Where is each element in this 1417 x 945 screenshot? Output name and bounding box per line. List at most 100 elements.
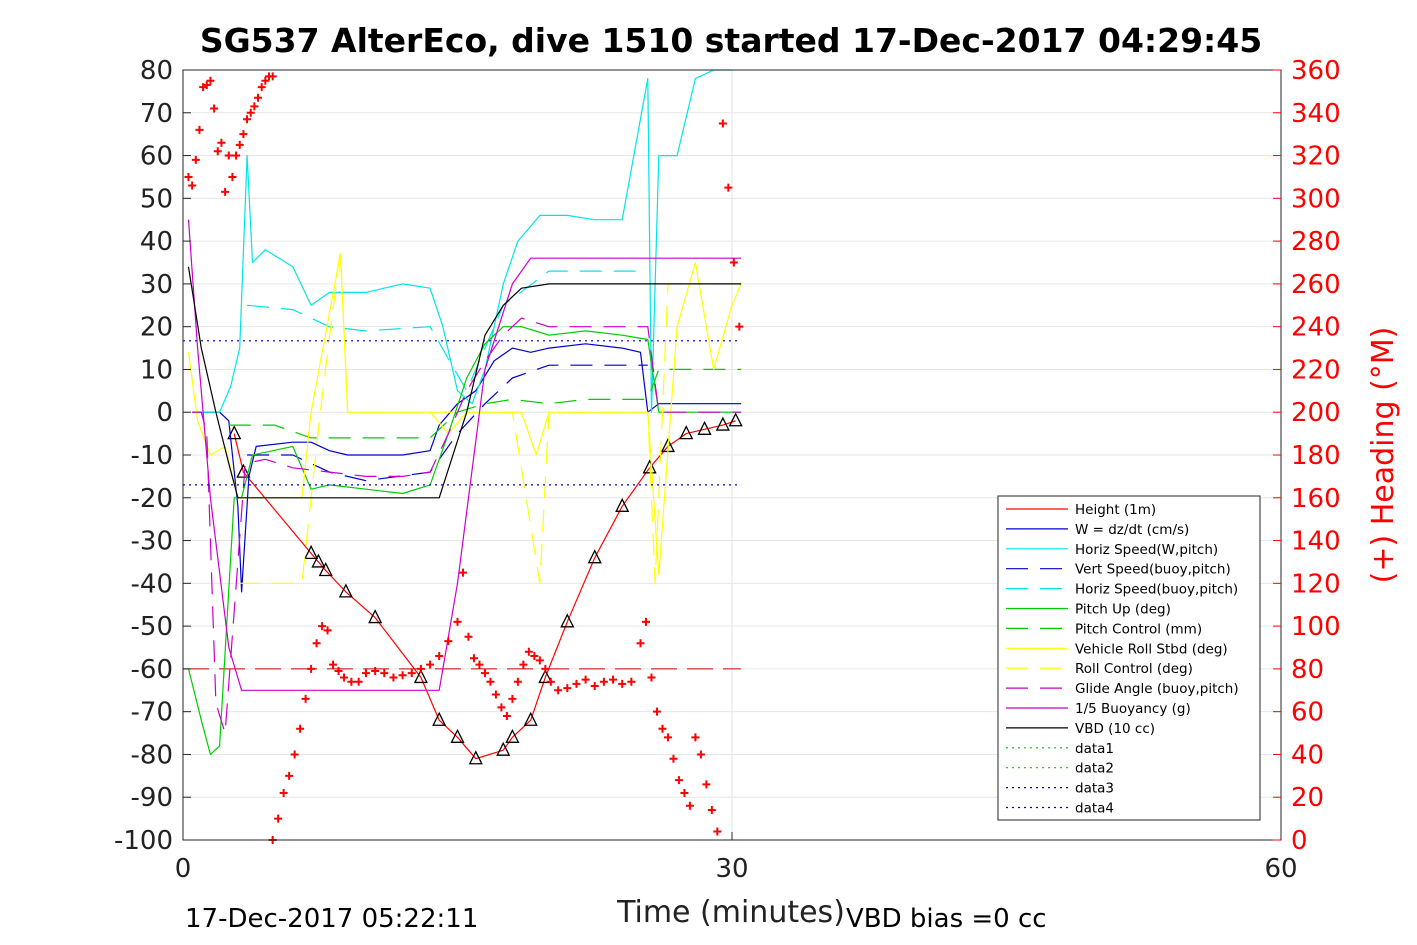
heading-point-65 (535, 656, 544, 665)
heading-point-90 (707, 806, 716, 815)
heading-point-54 (475, 660, 484, 669)
y-tick-label-13: -50 (131, 612, 173, 642)
heading-point-39 (354, 677, 363, 686)
heading-point-68 (554, 686, 563, 695)
heading-point-33 (318, 622, 327, 631)
heading-point-16 (243, 115, 252, 124)
heading-point-45 (407, 669, 416, 678)
series-line-3 (247, 364, 648, 482)
series-0-marker-12 (505, 728, 520, 743)
heading-point-1 (188, 181, 197, 190)
y2-tick-label-18: 0 (1291, 826, 1308, 856)
y2-tick-label-4: 280 (1291, 227, 1341, 257)
series-0-marker-22 (715, 416, 730, 431)
y2-tick-label-16: 40 (1291, 740, 1324, 770)
y-tick-label-15: -70 (131, 698, 173, 728)
y-tick-label-10: -20 (131, 484, 173, 514)
y-tick-label-9: -10 (131, 441, 173, 471)
heading-point-74 (609, 675, 618, 684)
legend-label-0: Height (1m) (1075, 502, 1156, 518)
heading-point-35 (329, 660, 338, 669)
heading-point-69 (563, 684, 572, 693)
series-0-marker-2 (304, 544, 319, 560)
legend-label-4: Horiz Speed(buoy,pitch) (1075, 582, 1238, 598)
chart-title: SG537 AlterEco, dive 1510 started 17-Dec… (200, 21, 1262, 60)
heading-point-73 (599, 677, 608, 686)
y2-tick-label-13: 100 (1291, 612, 1341, 642)
y2-tick-label-3: 300 (1291, 184, 1341, 214)
x-axis: 0 30 60 (175, 832, 1298, 884)
heading-point-18 (250, 102, 259, 111)
heading-point-91 (713, 827, 722, 836)
y-tick-label-14: -60 (131, 655, 173, 685)
y2-tick-label-17: 20 (1291, 783, 1324, 813)
heading-point-51 (458, 568, 467, 577)
heading-point-48 (435, 652, 444, 661)
heading-point-28 (290, 750, 299, 759)
y-tick-label-7: 10 (140, 355, 173, 385)
y2-axis-label: (+) Heading (°M) (1366, 327, 1401, 584)
heading-point-60 (508, 694, 517, 703)
legend: Height (1m) W = dz/dt (cm/s) Horiz Speed(W… (997, 495, 1261, 821)
series-0-marker-6 (368, 609, 383, 624)
heading-point-55 (480, 669, 489, 678)
series-0-marker-14 (538, 668, 553, 684)
heading-point-82 (663, 733, 672, 742)
x-axis-label: Time (minutes) (616, 895, 845, 930)
series-0-marker-3 (311, 553, 326, 568)
heading-point-79 (647, 673, 656, 682)
heading-point-89 (702, 780, 711, 789)
heading-point-29 (296, 724, 305, 733)
y-tick-label-18: -100 (114, 826, 173, 856)
series-0-marker-9 (450, 728, 465, 743)
series-line-10 (187, 219, 742, 691)
heading-point-30 (301, 694, 310, 703)
y2-tick-label-12: 120 (1291, 569, 1341, 599)
series-0-marker-0 (227, 425, 242, 440)
heading-point-43 (389, 673, 398, 682)
heading-point-93 (724, 183, 733, 192)
heading-point-77 (636, 639, 645, 648)
heading-point-11 (224, 151, 233, 160)
heading-point-31 (307, 664, 316, 673)
heading-point-75 (618, 679, 627, 688)
legend-label-15: data4 (1075, 801, 1114, 817)
heading-point-26 (279, 788, 288, 797)
y-tick-label-17: -90 (131, 783, 173, 813)
heading-point-76 (627, 677, 636, 686)
heading-point-86 (685, 801, 694, 810)
heading-point-67 (546, 677, 555, 686)
heading-point-38 (347, 677, 356, 686)
heading-point-46 (416, 664, 425, 673)
y-tick-label-8: 0 (156, 398, 173, 428)
legend-label-2: Horiz Speed(W,pitch) (1075, 542, 1218, 558)
series-0-marker-1 (236, 463, 251, 478)
legend-label-3: Vert Speed(buoy,pitch) (1075, 562, 1231, 578)
heading-point-83 (669, 754, 678, 763)
legend-box (997, 495, 1261, 821)
series-line-4 (247, 270, 648, 392)
legend-label-14: data3 (1075, 781, 1114, 797)
heading-point-27 (285, 771, 294, 780)
series-0-marker-15 (560, 613, 575, 628)
heading-point-14 (235, 140, 244, 149)
heading-point-66 (541, 664, 550, 673)
heading-point-13 (232, 151, 241, 160)
series-layer (183, 69, 743, 765)
y-tick-label-16: -80 (131, 740, 173, 770)
series-0-marker-5 (338, 583, 353, 598)
legend-label-9: Glide Angle (buoy,pitch) (1075, 681, 1239, 697)
legend-label-11: VBD (10 cc) (1075, 721, 1155, 737)
y2-tick-label-8: 200 (1291, 398, 1341, 428)
heading-point-5 (202, 80, 211, 89)
y2-tick-label-7: 220 (1291, 355, 1341, 385)
y-tick-label-6: 20 (140, 313, 173, 343)
heading-point-3 (195, 125, 204, 134)
series-line-1 (192, 343, 742, 593)
series-0-marker-7 (413, 668, 428, 684)
heading-layer (184, 72, 744, 844)
legend-label-13: data2 (1075, 761, 1114, 777)
y-tick-label-3: 50 (140, 184, 173, 214)
heading-point-95 (735, 322, 744, 331)
heading-point-80 (652, 707, 661, 716)
